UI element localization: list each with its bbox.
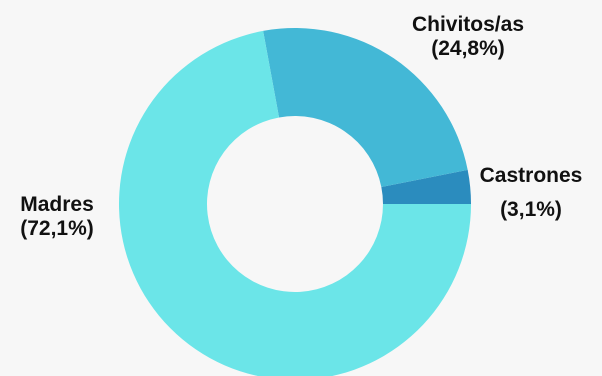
slice-label-percent: (24,8%): [431, 37, 505, 60]
slice-label-percent: (3,1%): [500, 198, 562, 221]
slice-label-name: Chivitos/as: [412, 13, 524, 36]
slices-layer: [119, 28, 471, 376]
slice-label-name: Madres: [20, 193, 94, 216]
labels-layer: Castrones (3,1%) Chivitos/as(24,8%) Madres(…: [20, 13, 582, 240]
slice-madres: [119, 30, 471, 376]
slice-label-percent: (72,1%): [20, 217, 94, 240]
slice-castrones: [381, 169, 471, 204]
slice-label-name: Castrones: [480, 164, 583, 187]
slice-chivitos-as: [263, 28, 468, 187]
